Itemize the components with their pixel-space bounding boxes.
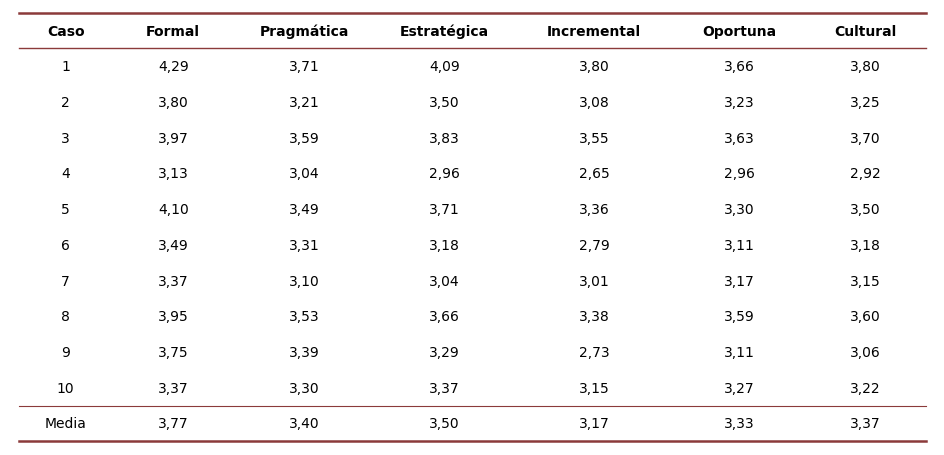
Text: 3,77: 3,77 [158, 416, 189, 430]
Text: 3,38: 3,38 [578, 309, 609, 324]
Text: 3,97: 3,97 [158, 131, 189, 146]
Text: 3,01: 3,01 [578, 274, 609, 288]
Text: 3,70: 3,70 [849, 131, 880, 146]
Text: 5: 5 [61, 202, 70, 217]
Text: 3,63: 3,63 [723, 131, 753, 146]
Text: 3,40: 3,40 [289, 416, 319, 430]
Text: Estratégica: Estratégica [399, 24, 488, 39]
Text: 8: 8 [61, 309, 70, 324]
Text: 3,71: 3,71 [429, 202, 460, 217]
Text: 10: 10 [57, 381, 75, 395]
Text: 2,65: 2,65 [578, 167, 609, 181]
Text: 3,37: 3,37 [429, 381, 460, 395]
Text: Cultural: Cultural [834, 25, 896, 39]
Text: 3,22: 3,22 [849, 381, 880, 395]
Text: 3,37: 3,37 [158, 381, 189, 395]
Text: 7: 7 [61, 274, 70, 288]
Text: 3,17: 3,17 [578, 416, 609, 430]
Text: 3,53: 3,53 [289, 309, 319, 324]
Text: 3,60: 3,60 [849, 309, 880, 324]
Text: 3,66: 3,66 [723, 60, 753, 74]
Text: 3,18: 3,18 [429, 238, 460, 253]
Text: 3,39: 3,39 [289, 345, 319, 359]
Text: 6: 6 [61, 238, 70, 253]
Text: 4,29: 4,29 [158, 60, 189, 74]
Text: 3,04: 3,04 [289, 167, 319, 181]
Text: 3,29: 3,29 [429, 345, 460, 359]
Text: Incremental: Incremental [547, 25, 640, 39]
Text: 3: 3 [61, 131, 70, 146]
Text: 3,49: 3,49 [289, 202, 319, 217]
Text: 3,21: 3,21 [289, 96, 319, 110]
Text: Pragmática: Pragmática [260, 24, 348, 39]
Text: 3,55: 3,55 [578, 131, 609, 146]
Text: 1: 1 [61, 60, 70, 74]
Text: 3,75: 3,75 [158, 345, 189, 359]
Text: 3,80: 3,80 [849, 60, 880, 74]
Text: 4,10: 4,10 [158, 202, 189, 217]
Text: 3,06: 3,06 [849, 345, 880, 359]
Text: 3,50: 3,50 [429, 416, 460, 430]
Text: 3,33: 3,33 [723, 416, 753, 430]
Text: 3,59: 3,59 [723, 309, 753, 324]
Text: 3,31: 3,31 [289, 238, 319, 253]
Text: 3,36: 3,36 [578, 202, 609, 217]
Text: 3,15: 3,15 [849, 274, 880, 288]
Text: Formal: Formal [146, 25, 200, 39]
Text: 3,50: 3,50 [429, 96, 460, 110]
Text: Caso: Caso [47, 25, 84, 39]
Text: 2,96: 2,96 [429, 167, 460, 181]
Text: 3,30: 3,30 [723, 202, 753, 217]
Text: 3,80: 3,80 [158, 96, 189, 110]
Text: 4: 4 [61, 167, 70, 181]
Text: 3,37: 3,37 [849, 416, 880, 430]
Text: 3,71: 3,71 [289, 60, 319, 74]
Text: 3,11: 3,11 [723, 345, 753, 359]
Text: 3,18: 3,18 [849, 238, 880, 253]
Text: 2,73: 2,73 [578, 345, 609, 359]
Text: 3,50: 3,50 [849, 202, 880, 217]
Text: 3,15: 3,15 [578, 381, 609, 395]
Text: 3,10: 3,10 [289, 274, 319, 288]
Text: Oportuna: Oportuna [701, 25, 775, 39]
Text: 3,08: 3,08 [578, 96, 609, 110]
Text: 3,49: 3,49 [158, 238, 189, 253]
Text: 3,17: 3,17 [723, 274, 753, 288]
Text: 3,04: 3,04 [429, 274, 460, 288]
Text: 3,27: 3,27 [723, 381, 753, 395]
Text: 3,59: 3,59 [289, 131, 319, 146]
Text: 3,23: 3,23 [723, 96, 753, 110]
Text: 3,66: 3,66 [429, 309, 460, 324]
Text: 3,80: 3,80 [578, 60, 609, 74]
Text: 9: 9 [61, 345, 70, 359]
Text: 2,92: 2,92 [849, 167, 880, 181]
Text: 3,30: 3,30 [289, 381, 319, 395]
Text: 3,13: 3,13 [158, 167, 189, 181]
Text: 2: 2 [61, 96, 70, 110]
Text: 3,11: 3,11 [723, 238, 753, 253]
Text: 2,96: 2,96 [723, 167, 753, 181]
Text: 3,83: 3,83 [429, 131, 460, 146]
Text: 3,95: 3,95 [158, 309, 189, 324]
Text: 3,37: 3,37 [158, 274, 189, 288]
Text: Media: Media [44, 416, 87, 430]
Text: 2,79: 2,79 [578, 238, 609, 253]
Text: 4,09: 4,09 [429, 60, 460, 74]
Text: 3,25: 3,25 [849, 96, 880, 110]
